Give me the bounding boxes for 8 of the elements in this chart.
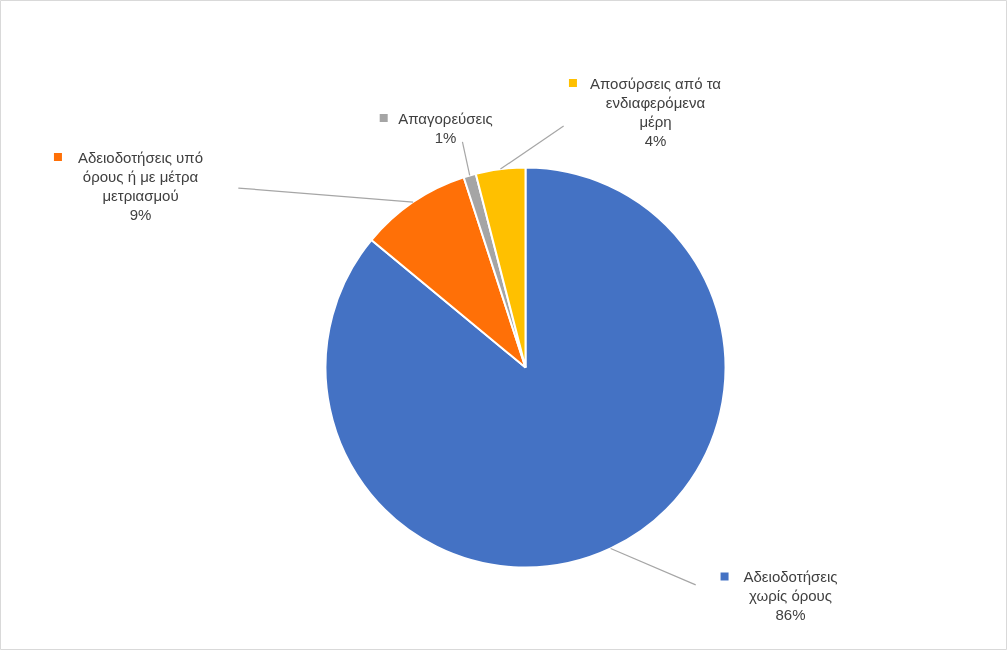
legend-label: Αδειοδοτήσεις χωρίς όρους bbox=[743, 568, 838, 604]
data-label: 4% bbox=[644, 131, 667, 149]
legend-label: Αποσύρσεις από τα ενδιαφερόμενα μέρη bbox=[589, 74, 722, 130]
data-label: 86% bbox=[775, 606, 806, 623]
legend-label: Απαγορεύσεις bbox=[398, 109, 493, 127]
data-label: 9% bbox=[129, 205, 152, 223]
data-label: 1% bbox=[434, 128, 457, 146]
legend-label: Αδειοδοτήσεις υπό όρους ή με μέτρα μετριασμού bbox=[77, 148, 204, 204]
